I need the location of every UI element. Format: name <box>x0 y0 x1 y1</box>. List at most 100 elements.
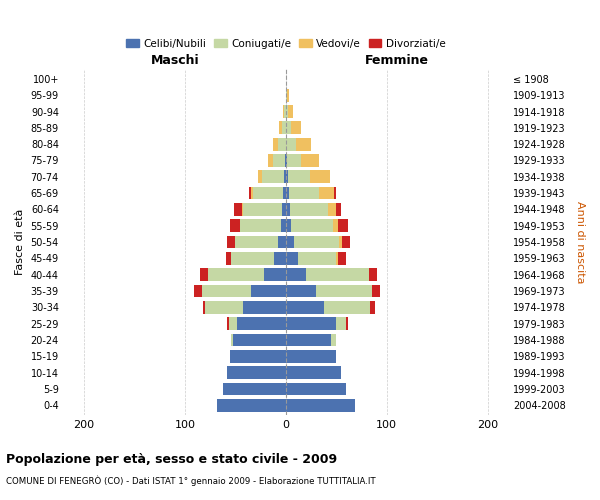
Bar <box>291 122 301 134</box>
Bar <box>337 252 338 265</box>
Bar <box>263 268 286 281</box>
Bar <box>283 187 286 200</box>
Bar <box>283 105 284 118</box>
Bar <box>232 334 233 346</box>
Bar <box>286 105 288 118</box>
Bar <box>194 284 202 298</box>
Bar <box>286 268 306 281</box>
Bar <box>340 236 343 248</box>
Bar <box>282 122 286 134</box>
Bar <box>328 203 337 216</box>
Bar <box>251 187 253 200</box>
Bar <box>331 334 337 346</box>
Bar <box>233 334 286 346</box>
Bar <box>253 187 283 200</box>
Bar <box>227 366 286 379</box>
Bar <box>319 187 334 200</box>
Bar <box>337 318 346 330</box>
Bar <box>244 203 282 216</box>
Bar <box>298 252 337 265</box>
Bar <box>251 284 286 298</box>
Bar <box>230 350 286 362</box>
Bar <box>310 170 330 183</box>
Bar <box>334 220 338 232</box>
Legend: Celibi/Nubili, Coniugati/e, Vedovi/e, Divorziati/e: Celibi/Nubili, Coniugati/e, Vedovi/e, Di… <box>122 34 449 53</box>
Text: COMUNE DI FENEGRÒ (CO) - Dati ISTAT 1° gennaio 2009 - Elaborazione TUTTITALIA.IT: COMUNE DI FENEGRÒ (CO) - Dati ISTAT 1° g… <box>6 476 376 486</box>
Bar <box>286 318 337 330</box>
Bar <box>286 89 287 102</box>
Bar <box>257 170 262 183</box>
Bar <box>286 252 298 265</box>
Bar <box>217 399 286 411</box>
Bar <box>306 268 368 281</box>
Bar <box>235 203 242 216</box>
Bar <box>338 252 346 265</box>
Bar <box>286 220 291 232</box>
Bar <box>334 187 337 200</box>
Bar <box>223 382 286 396</box>
Bar <box>286 138 296 150</box>
Bar <box>278 236 286 248</box>
Bar <box>274 252 286 265</box>
Bar <box>282 203 286 216</box>
Bar <box>343 236 350 248</box>
Bar <box>285 154 286 167</box>
Bar <box>248 187 251 200</box>
Bar <box>324 301 370 314</box>
Bar <box>208 268 263 281</box>
Bar <box>286 187 289 200</box>
Y-axis label: Fasce di età: Fasce di età <box>15 209 25 276</box>
Text: Femmine: Femmine <box>365 54 429 66</box>
Bar <box>200 268 208 281</box>
Bar <box>244 301 286 314</box>
Bar <box>337 203 341 216</box>
Bar <box>286 203 290 216</box>
Bar <box>286 301 324 314</box>
Bar <box>226 252 232 265</box>
Bar <box>286 350 337 362</box>
Bar <box>286 399 355 411</box>
Bar <box>286 366 341 379</box>
Bar <box>301 154 319 167</box>
Bar <box>294 236 340 248</box>
Bar <box>290 203 328 216</box>
Bar <box>238 318 286 330</box>
Bar <box>289 187 319 200</box>
Bar <box>262 170 284 183</box>
Bar <box>281 220 286 232</box>
Bar <box>346 318 349 330</box>
Bar <box>286 122 291 134</box>
Bar <box>288 105 293 118</box>
Bar <box>232 252 274 265</box>
Bar <box>286 284 316 298</box>
Bar <box>296 138 311 150</box>
Bar <box>287 89 289 102</box>
Text: Maschi: Maschi <box>151 54 199 66</box>
Bar <box>242 203 244 216</box>
Bar <box>205 301 244 314</box>
Bar <box>286 334 331 346</box>
Bar <box>291 220 334 232</box>
Bar <box>279 122 282 134</box>
Bar <box>278 138 286 150</box>
Bar <box>286 236 294 248</box>
Bar <box>286 154 287 167</box>
Bar <box>203 301 205 314</box>
Bar <box>202 284 251 298</box>
Bar <box>273 154 285 167</box>
Bar <box>316 284 371 298</box>
Bar <box>227 236 235 248</box>
Bar <box>268 154 273 167</box>
Bar <box>368 268 377 281</box>
Text: Popolazione per età, sesso e stato civile - 2009: Popolazione per età, sesso e stato civil… <box>6 452 337 466</box>
Bar <box>286 382 346 396</box>
Bar <box>227 318 229 330</box>
Bar <box>284 105 286 118</box>
Y-axis label: Anni di nascita: Anni di nascita <box>575 201 585 283</box>
Bar <box>284 170 286 183</box>
Bar <box>241 220 281 232</box>
Bar <box>273 138 278 150</box>
Bar <box>229 318 238 330</box>
Bar <box>370 301 374 314</box>
Bar <box>371 284 380 298</box>
